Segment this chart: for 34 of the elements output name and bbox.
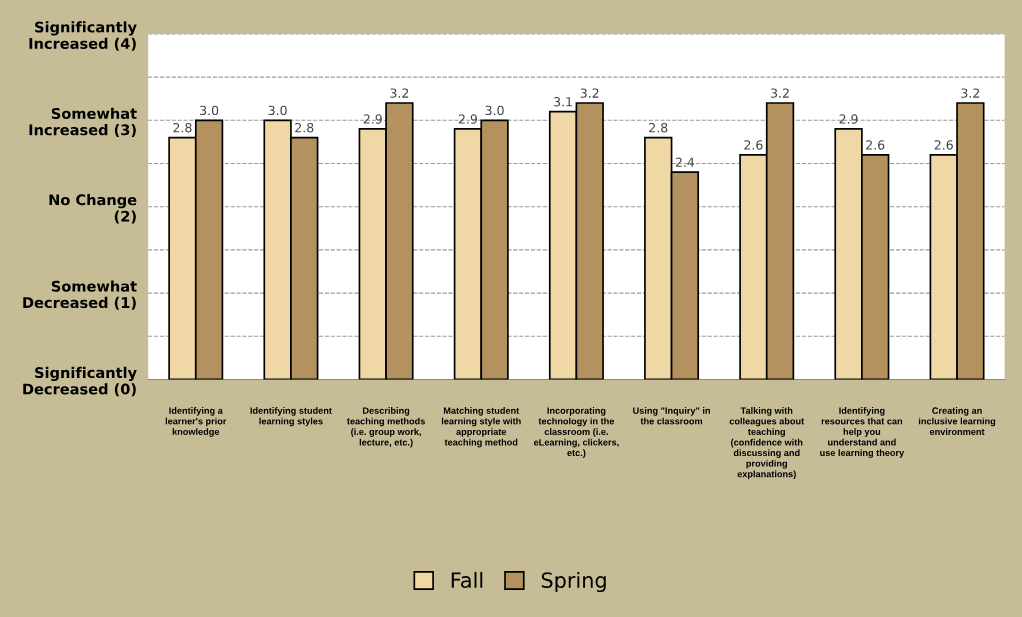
y-tick-label: No Change (2): [49, 194, 137, 224]
data-label: 2.9: [458, 114, 477, 124]
x-tick-label: Talking with colleagues about teaching (confidence with discussing and providing explanations): [729, 407, 805, 480]
y-tick-label: Somewhat Decreased (1): [23, 280, 137, 310]
y-tick-label: Significantly Decreased (0): [23, 366, 137, 397]
x-tick-label: Identifying a learner's prior knowledge: [165, 407, 227, 437]
x-tick-label: Identifying resources that can help you understand and use learning theory: [820, 407, 905, 458]
x-tick-label: Describing teaching methods (i.e. group work, lecture, etc.): [346, 407, 425, 448]
data-label: 3.2: [771, 88, 789, 98]
data-label: 3.0: [485, 105, 504, 116]
x-tick-label: Incorporating technology in the classroom (i.e. eLearning, clickers, etc.): [533, 407, 619, 458]
data-label: 2.6: [866, 140, 885, 150]
data-label: 2.8: [295, 122, 314, 133]
data-label: 2.6: [934, 140, 953, 150]
data-label: 2.8: [173, 122, 192, 133]
data-label: 3.1: [554, 97, 572, 107]
legend-label: Spring: [541, 571, 606, 593]
x-tick-label: Creating an inclusive learning environment: [918, 407, 996, 435]
y-tick-label: Significantly Increased (4): [29, 21, 137, 51]
data-label: 2.9: [363, 114, 382, 124]
data-label: 3.2: [390, 88, 409, 98]
data-label: 2.8: [649, 122, 668, 133]
y-tick-label: Somewhat Increased (3): [29, 107, 137, 138]
data-label: 2.9: [839, 114, 858, 124]
data-label: 3.2: [961, 88, 980, 98]
x-tick-label: Identifying student learning styles: [250, 407, 332, 427]
data-label: 2.4: [675, 157, 695, 167]
x-tick-label: Using "Inquiry" in the classroom: [633, 407, 710, 425]
data-label: 3.0: [200, 105, 219, 116]
x-tick-label: Matching student learning style with appropriate teaching method: [441, 407, 521, 448]
legend-label: Fall: [451, 571, 483, 589]
data-label: 2.6: [744, 140, 763, 150]
data-label: 3.0: [268, 105, 287, 116]
data-label: 3.2: [580, 88, 599, 98]
